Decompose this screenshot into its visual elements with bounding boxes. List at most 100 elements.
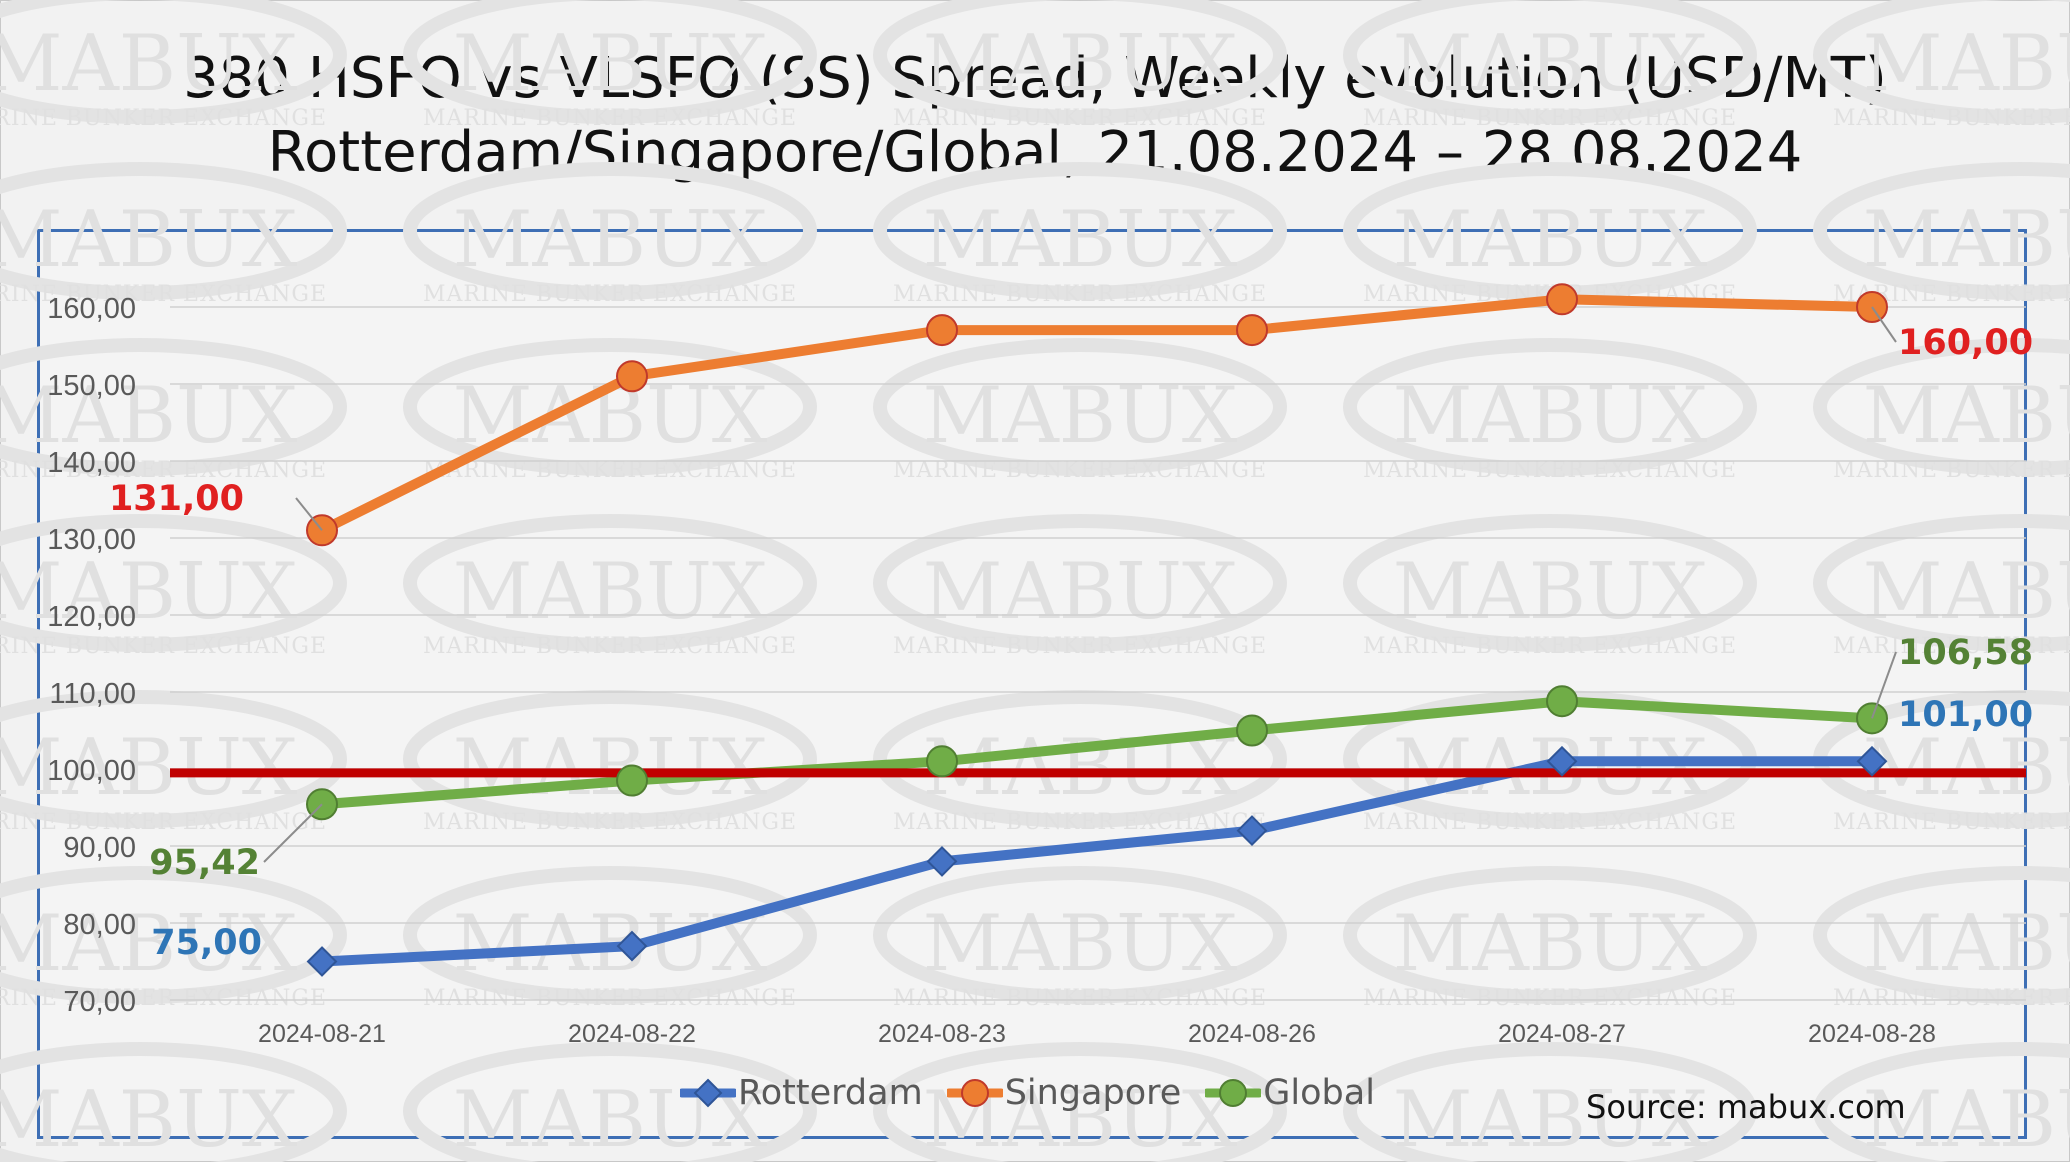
watermark-sub: MARINE BUNKER EXCHANGE <box>1833 106 2070 131</box>
watermark-brand: MABUX <box>0 1075 298 1162</box>
watermark-swoosh <box>0 1042 347 1162</box>
y-tick-label: 110,00 <box>49 678 136 710</box>
watermark-swoosh <box>403 514 817 652</box>
watermark-sub: MARINE BUNKER EXCHANGE <box>0 810 327 835</box>
watermark-sub: MARINE BUNKER EXCHANGE <box>1363 634 1737 659</box>
y-tick-label: 140,00 <box>47 447 136 479</box>
watermark-brand: MABUX <box>1393 19 1708 109</box>
watermark-brand: MABUX <box>923 19 1238 109</box>
watermark-swoosh <box>0 514 347 652</box>
watermark-sub: MARINE BUNKER EXCHANGE <box>893 986 1267 1011</box>
watermark-swoosh <box>1813 162 2070 300</box>
watermark-brand: MABUX <box>1863 547 2070 637</box>
watermark-sub: MARINE BUNKER EXCHANGE <box>423 458 797 483</box>
watermark-swoosh <box>873 162 1287 300</box>
series-line-rotterdam <box>317 756 1877 967</box>
data-label-rotterdam: 101,00 <box>1898 695 2033 735</box>
marker-global <box>616 764 648 797</box>
watermark-swoosh <box>403 866 817 1004</box>
marker-rotterdam <box>1856 745 1888 777</box>
x-tick-label: 2024-08-28 <box>1808 1020 1936 1048</box>
watermark-brand: MABUX <box>0 371 298 461</box>
y-tick-label: 70,00 <box>63 986 136 1018</box>
x-tick-label: 2024-08-23 <box>878 1020 1006 1048</box>
marker-global <box>926 745 958 778</box>
marker-rotterdam <box>1546 745 1578 777</box>
data-label-singapore: 160,00 <box>1898 323 2033 363</box>
y-axis-tick-labels: 70,00 80,00 90,00 100,00 110,00 120,00 130,00 1… <box>47 293 136 1018</box>
watermark-brand: MABUX <box>1393 371 1708 461</box>
watermark-swoosh <box>1813 514 2070 652</box>
watermark-brand: MABUX <box>1393 899 1708 989</box>
watermark-swoosh <box>873 0 1287 124</box>
watermark-swoosh <box>0 0 347 124</box>
source-note: Source: mabux.com <box>1586 1088 1906 1126</box>
x-tick-label: 2024-08-27 <box>1498 1020 1626 1048</box>
watermark-sub: MARINE BUNKER EXCHANGE <box>893 458 1267 483</box>
legend-swatch-singapore <box>946 1079 1003 1107</box>
legend-item-singapore: Singapore <box>946 1073 1182 1113</box>
watermark-brand: MABUX <box>453 195 768 285</box>
gridlines <box>170 306 2026 1001</box>
watermark-sub: MARINE BUNKER EXCHANGE <box>423 634 797 659</box>
leader-line <box>263 803 323 863</box>
watermark-swoosh <box>873 690 1287 828</box>
legend-swatch-global <box>1205 1079 1262 1107</box>
watermark-brand: MABUX <box>0 195 298 285</box>
watermark-brand: MABUX <box>453 547 768 637</box>
watermark-swoosh <box>873 866 1287 1004</box>
leader-line <box>1871 651 1897 719</box>
watermark-swoosh <box>403 0 817 124</box>
y-tick-label: 160,00 <box>47 293 136 325</box>
watermark-swoosh <box>1343 514 1757 652</box>
marker-layer <box>306 283 1888 977</box>
x-tick-label: 2024-08-26 <box>1188 1020 1316 1048</box>
legend-marker <box>1219 1079 1248 1107</box>
watermark-swoosh <box>403 162 817 300</box>
data-label-singapore: 131,00 <box>109 479 244 519</box>
watermark-brand: MABUX <box>1863 1075 2070 1162</box>
data-label-global: 95,42 <box>149 843 260 883</box>
watermark-brand: MABUX <box>0 547 298 637</box>
watermark-sub: MARINE BUNKER EXCHANGE <box>0 106 327 131</box>
data-label-layer: 75,00 101,00 131,00 160,00 95,42 106,58 <box>109 306 2033 963</box>
watermark-swoosh <box>403 338 817 476</box>
series-layer <box>317 294 1877 967</box>
legend-label: Global <box>1263 1073 1375 1113</box>
watermark-brand: MABUX <box>1863 195 2070 285</box>
watermark-brand: MABUX <box>1863 899 2070 989</box>
watermark-sub: MARINE BUNKER EXCHANGE <box>423 282 797 307</box>
marker-singapore <box>926 314 958 347</box>
watermark-brand: MABUX <box>923 547 1238 637</box>
watermark-brand: MABUX <box>923 195 1238 285</box>
watermark-sub: MARINE BUNKER EXCHANGE <box>0 458 327 483</box>
watermark-swoosh <box>1813 338 2070 476</box>
watermark-swoosh <box>1813 1042 2070 1162</box>
watermark-sub: MARINE BUNKER EXCHANGE <box>1833 458 2070 483</box>
legend-label: Rotterdam <box>738 1073 923 1113</box>
marker-rotterdam <box>1236 815 1268 847</box>
watermark-brand: MABUX <box>923 371 1238 461</box>
marker-singapore <box>1546 283 1578 316</box>
legend-item-global: Global <box>1205 1073 1375 1113</box>
watermark-swoosh <box>1343 1042 1757 1162</box>
legend-label: Singapore <box>1004 1073 1182 1113</box>
watermark-swoosh <box>403 690 817 828</box>
watermark-brand: MABUX <box>1863 723 2070 813</box>
y-tick-label: 150,00 <box>47 370 136 402</box>
watermark-swoosh <box>0 162 347 300</box>
watermark-sub: MARINE BUNKER EXCHANGE <box>893 634 1267 659</box>
watermark-sub: MARINE BUNKER EXCHANGE <box>1833 634 2070 659</box>
marker-singapore <box>1236 314 1268 347</box>
watermark-brand: MABUX <box>923 899 1238 989</box>
watermark-sub: MARINE BUNKER EXCHANGE <box>1363 458 1737 483</box>
watermark-sub: MARINE BUNKER EXCHANGE <box>1363 986 1737 1011</box>
watermark-swoosh <box>873 514 1287 652</box>
watermark-brand: MABUX <box>0 899 298 989</box>
watermark-swoosh <box>873 1042 1287 1162</box>
series-line-global <box>317 696 1877 810</box>
marker-global <box>1546 685 1578 718</box>
watermark-swoosh <box>403 1042 817 1162</box>
watermark-brand: MABUX <box>453 723 768 813</box>
